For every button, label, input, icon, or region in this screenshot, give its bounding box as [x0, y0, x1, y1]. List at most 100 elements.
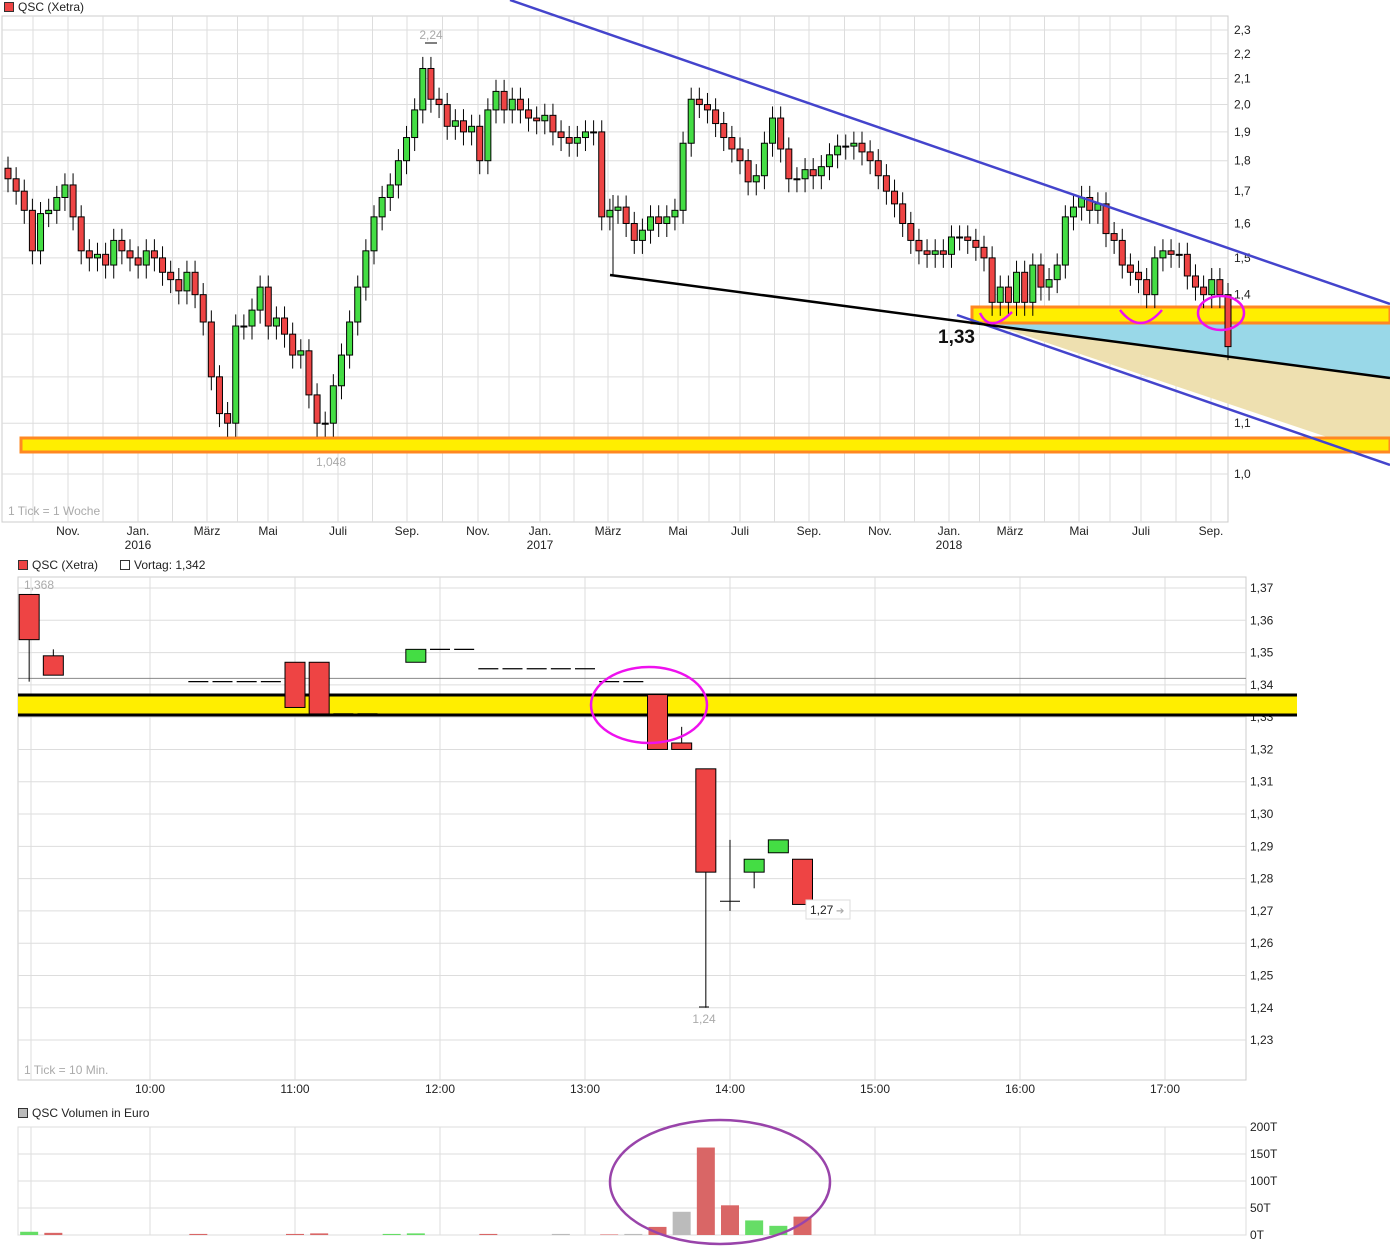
- candle-body: [1191, 275, 1199, 288]
- intraday-legend-label: QSC (Xetra): [32, 558, 99, 572]
- candle-body: [199, 294, 207, 323]
- candle-body: [110, 239, 118, 266]
- x-tick-label: 15:00: [860, 1082, 890, 1096]
- x-tick-label: Mai: [258, 524, 277, 538]
- candle-body: [525, 109, 533, 119]
- candle-body: [329, 385, 337, 424]
- y-tick-label: 1,7: [1234, 184, 1251, 198]
- candle-body: [1200, 286, 1208, 296]
- candle-body: [427, 67, 435, 100]
- x-tick-label: Jan.: [127, 524, 150, 538]
- candle-body: [671, 209, 679, 218]
- candle-body: [947, 236, 955, 255]
- annotation-circle: [589, 665, 709, 745]
- candle-body: [777, 117, 785, 150]
- candle-body: [1159, 250, 1167, 259]
- volume-bar: [382, 1233, 401, 1235]
- candle-body: [370, 216, 378, 252]
- candle-body: [622, 206, 630, 224]
- previous-close-legend: Vortag: 1,342: [134, 558, 206, 572]
- candle-body: [964, 236, 972, 241]
- candle-body: [378, 196, 386, 218]
- volume-bar: [551, 1233, 570, 1235]
- volume-bar: [20, 1231, 39, 1235]
- candle-body: [419, 67, 427, 111]
- candle-body: [1069, 206, 1077, 218]
- candle-body: [915, 239, 923, 252]
- candle-body: [687, 98, 695, 144]
- volume-bar: [769, 1225, 788, 1235]
- candle-body: [671, 742, 693, 750]
- x-tick-label: März: [595, 524, 622, 538]
- candle-body: [215, 376, 223, 415]
- day-high-label: 1,368: [24, 578, 54, 592]
- candle-body: [1183, 253, 1191, 277]
- x-tick-label: 17:00: [1150, 1082, 1180, 1096]
- candle-body: [191, 271, 199, 296]
- candle-body: [256, 286, 264, 311]
- candle-body: [69, 184, 77, 218]
- candle-body: [1045, 279, 1053, 288]
- candle-body: [825, 154, 833, 168]
- volume-bar: [745, 1220, 764, 1235]
- period-high-label: 2,24: [419, 28, 443, 42]
- candle-body: [77, 216, 85, 252]
- y-tick-label: 1,0: [1234, 467, 1251, 481]
- weekly-legend: QSC (Xetra): [4, 0, 84, 14]
- y-tick-label: 200T: [1250, 1120, 1278, 1134]
- y-tick-label: 1,28: [1250, 872, 1274, 886]
- trendline-support: [609, 273, 1390, 380]
- candle-body: [769, 117, 777, 144]
- candle-body: [102, 253, 110, 266]
- candle-body: [743, 858, 765, 873]
- volume-bar: [44, 1232, 63, 1235]
- candle-body: [614, 206, 622, 211]
- y-tick-label: 1,36: [1250, 613, 1274, 627]
- candle-body: [752, 175, 760, 183]
- annotation-circle: [608, 1118, 832, 1246]
- candle-body: [1029, 264, 1037, 303]
- y-tick-label: 1,6: [1234, 216, 1251, 230]
- x-tick-label: Mai: [1069, 524, 1088, 538]
- y-tick-label: 1,9: [1234, 125, 1251, 139]
- x-tick-label: Juli: [731, 524, 749, 538]
- volume-bar: [624, 1233, 643, 1235]
- candle-body: [1037, 264, 1045, 288]
- y-tick-label: 150T: [1250, 1147, 1278, 1161]
- volume-legend: QSC Volumen in Euro: [18, 1106, 149, 1120]
- period-low-label: 1,048: [316, 455, 346, 469]
- candle-body: [988, 257, 996, 303]
- candle-body: [362, 250, 370, 288]
- candle-body: [767, 839, 789, 854]
- candle-body: [549, 114, 557, 133]
- y-tick-label: 100T: [1250, 1174, 1278, 1188]
- trendline-upper: [509, 0, 1390, 306]
- candle-body: [1110, 233, 1118, 241]
- candle-body: [541, 114, 549, 122]
- annotation-circle: [1196, 294, 1246, 332]
- y-tick-label: 0T: [1250, 1228, 1265, 1242]
- candle-body: [728, 137, 736, 150]
- candle-body: [93, 253, 101, 259]
- y-tick-label: 1,31: [1250, 775, 1274, 789]
- x-tick-label: Jan.: [938, 524, 961, 538]
- candle-body: [703, 104, 711, 111]
- candle-body: [459, 120, 467, 133]
- candle-body: [516, 98, 524, 111]
- x-tick-label: 16:00: [1005, 1082, 1035, 1096]
- y-tick-label: 2,3: [1234, 23, 1251, 37]
- candle-body: [736, 148, 744, 162]
- candle-body: [1118, 239, 1126, 266]
- candle-body: [394, 160, 402, 186]
- candle-body: [858, 142, 866, 153]
- candle-body: [12, 178, 20, 192]
- x-tick-label: 12:00: [425, 1082, 455, 1096]
- y-tick-label: 1,27: [1250, 904, 1274, 918]
- trendline-lower: [956, 313, 1390, 467]
- candle-body: [638, 229, 646, 241]
- candle-body: [1143, 279, 1151, 296]
- y-tick-label: 1,25: [1250, 968, 1274, 982]
- x-tick-label: Nov.: [56, 524, 80, 538]
- candle-body: [695, 768, 717, 873]
- legend-swatch-prev: [120, 560, 131, 570]
